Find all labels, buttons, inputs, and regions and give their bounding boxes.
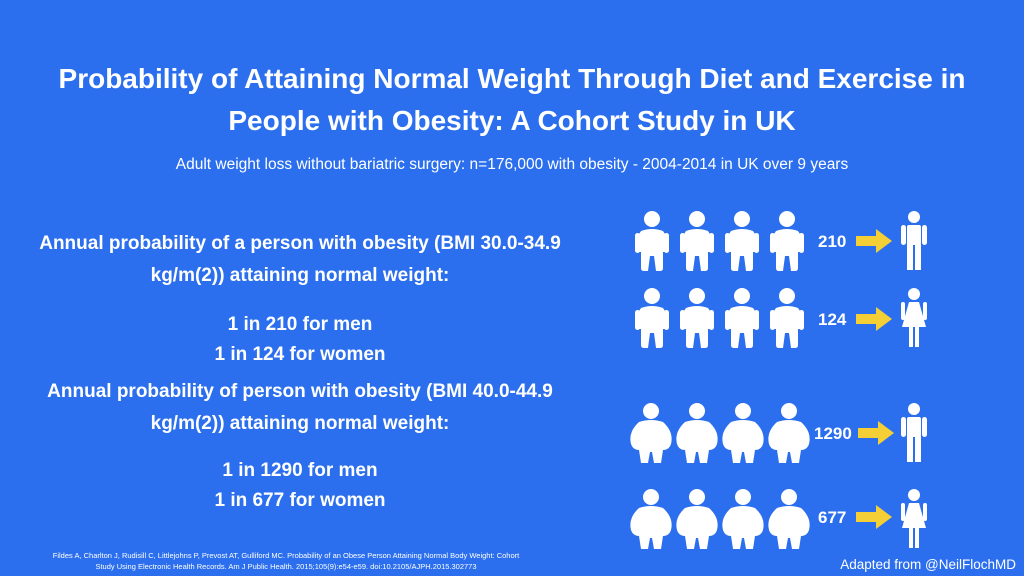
section-heading-line-1: Annual probability of person with obesit… <box>47 381 553 402</box>
obese-person-icon <box>635 288 669 348</box>
severely-obese-person-icon <box>768 403 810 463</box>
stat-women: 1 in 124 for women <box>214 344 386 365</box>
credit-text: Adapted from @NeilFlochMD <box>840 557 1016 572</box>
page-title: Probability of Attaining Normal Weight T… <box>0 58 1024 142</box>
woman-icon <box>901 288 927 347</box>
severely-obese-person-icon <box>722 403 764 463</box>
citation: Fildes A, Charlton J, Rudisill C, Little… <box>6 550 566 572</box>
arrow-right-icon <box>856 229 892 253</box>
stat-men: 1 in 210 for men <box>227 314 373 335</box>
severely-obese-person-icon <box>630 489 672 549</box>
count-label: 1290 <box>814 424 852 443</box>
obese-person-icon <box>770 288 804 348</box>
obese-person-icon <box>635 211 669 271</box>
woman-icon <box>901 489 927 548</box>
severely-obese-person-icon <box>676 403 718 463</box>
citation-line-2: Study Using Electronic Health Records. A… <box>95 562 477 571</box>
obese-person-icon <box>725 288 759 348</box>
arrow-right-icon <box>856 505 892 529</box>
section-heading-line-1: Annual probability of a person with obes… <box>39 233 561 254</box>
section-heading-line-2: kg/m(2)) attaining normal weight: <box>150 413 450 434</box>
man-icon <box>901 403 927 462</box>
severely-obese-person-icon <box>676 489 718 549</box>
count-label: 210 <box>818 232 847 251</box>
severely-obese-person-icon <box>630 403 672 463</box>
man-icon <box>901 211 927 270</box>
title-line-2: People with Obesity: A Cohort Study in U… <box>228 105 796 136</box>
title-line-1: Probability of Attaining Normal Weight T… <box>58 63 966 94</box>
obese-person-icon <box>680 288 714 348</box>
citation-line-1: Fildes A, Charlton J, Rudisill C, Little… <box>52 551 520 560</box>
severely-obese-person-icon <box>722 489 764 549</box>
count-label: 677 <box>818 508 847 527</box>
count-label: 124 <box>818 310 847 329</box>
arrow-right-icon <box>856 307 892 331</box>
section-heading-line-2: kg/m(2)) attaining normal weight: <box>150 265 450 286</box>
stat-men: 1 in 1290 for men <box>222 460 378 481</box>
obese-person-icon <box>680 211 714 271</box>
subtitle: Adult weight loss without bariatric surg… <box>175 156 849 173</box>
arrow-right-icon <box>858 421 894 445</box>
obese-person-icon <box>725 211 759 271</box>
obese-person-icon <box>770 211 804 271</box>
section-bmi-30-34: Annual probability of a person with obes… <box>10 228 590 370</box>
section-bmi-40-44: Annual probability of person with obesit… <box>10 376 590 516</box>
severely-obese-person-icon <box>768 489 810 549</box>
stat-women: 1 in 677 for women <box>214 490 386 511</box>
